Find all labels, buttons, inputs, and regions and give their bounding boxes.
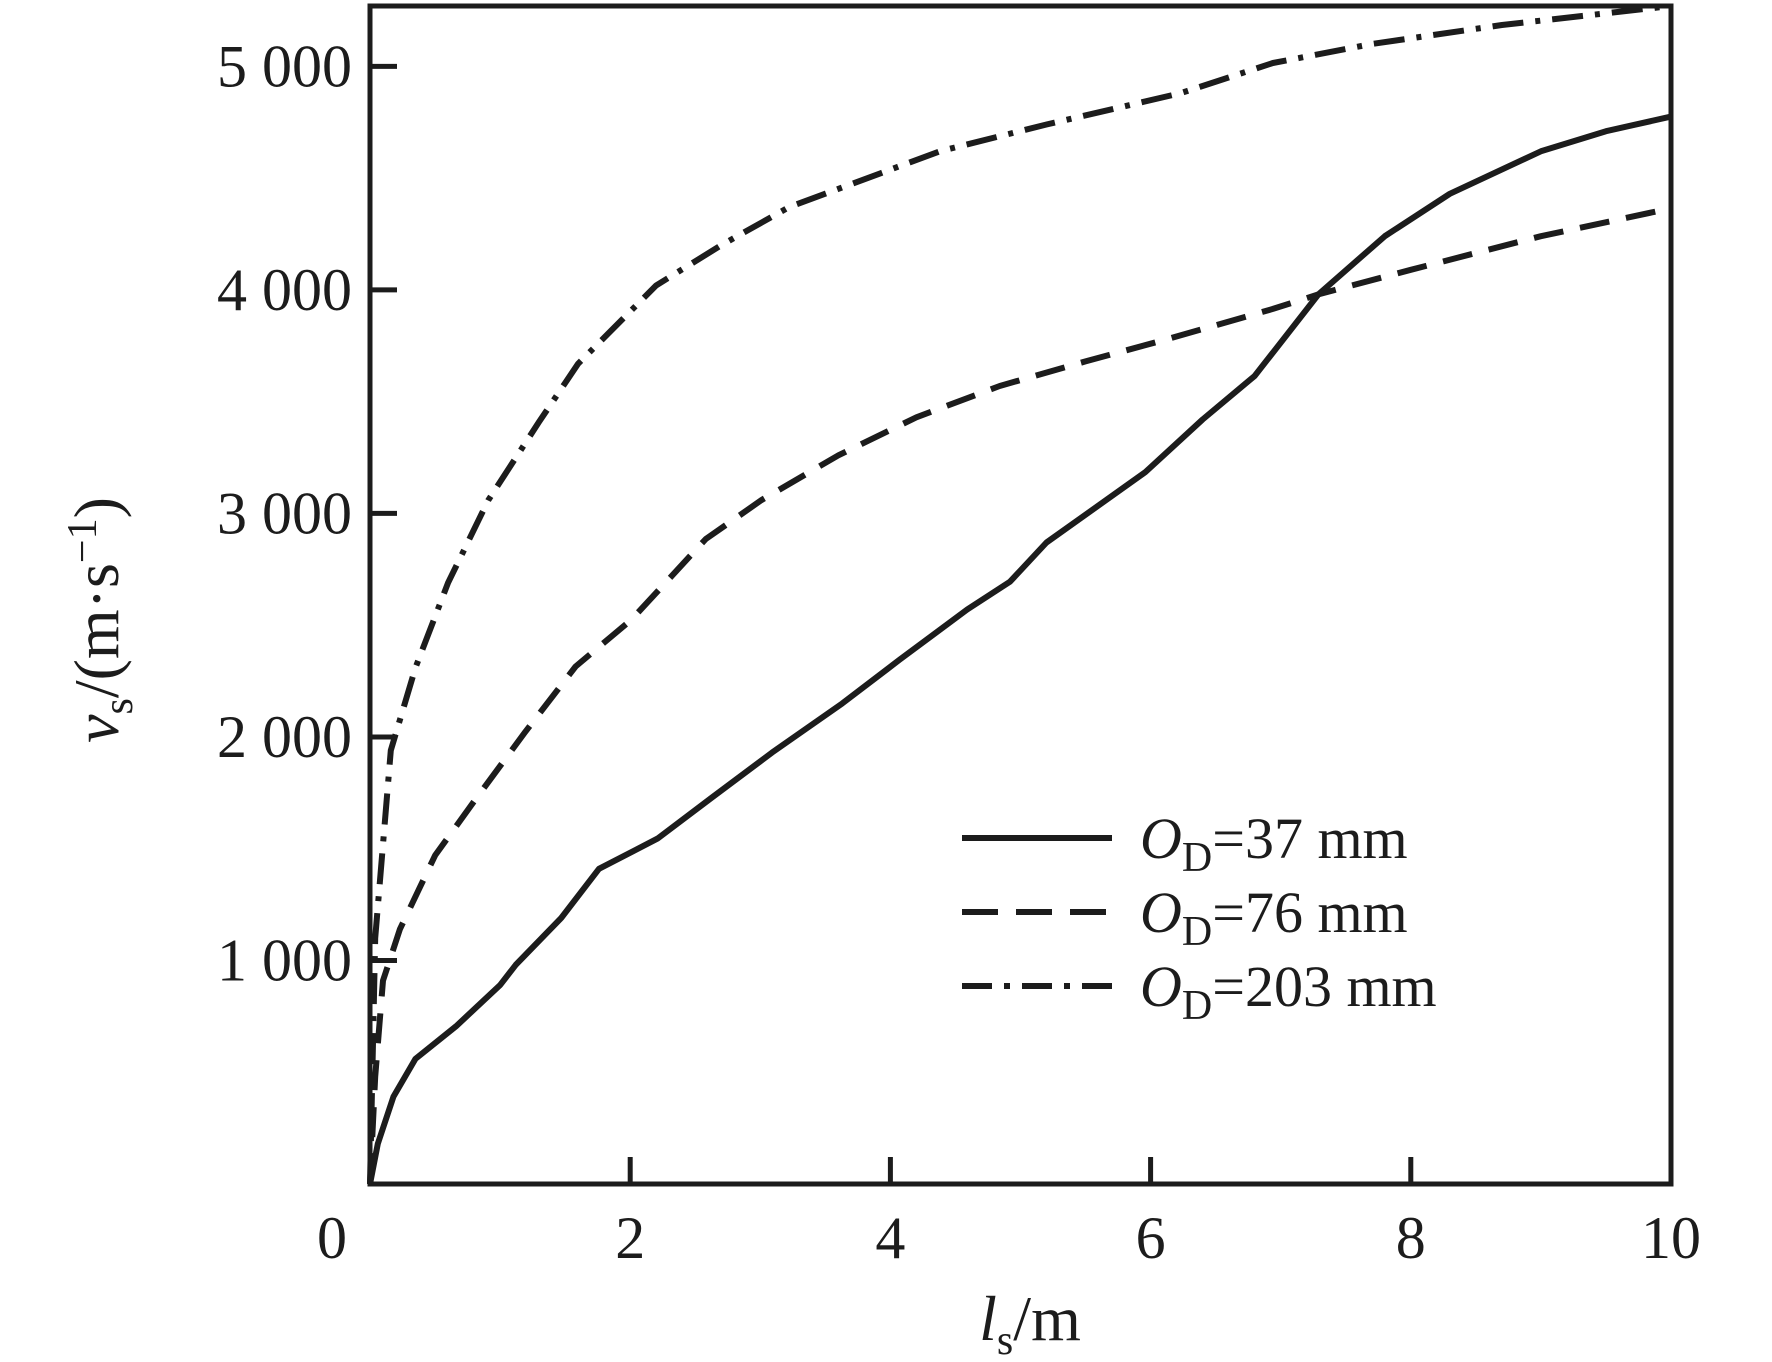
x-axis-tick-labels: 0 2 4 6 8 10	[317, 1205, 1701, 1271]
y-axis-title-close-paren: )	[61, 497, 132, 518]
x-tick-label: 0	[317, 1205, 347, 1271]
x-axis-ticks	[367, 1157, 1674, 1184]
x-tick-label: 4	[875, 1205, 905, 1271]
legend-label-od203-value: =203 mm	[1212, 954, 1436, 1019]
legend-label-od203-subscript: D	[1182, 983, 1212, 1029]
y-axis-tick-labels: 1 000 2 000 3 000 4 000 5 000	[217, 33, 352, 993]
plot-border	[367, 3, 1674, 1187]
x-axis-title-symbol: l	[979, 1283, 997, 1354]
legend-label-od37-value: =37 mm	[1212, 806, 1407, 871]
y-axis-title-subscript: s	[96, 698, 142, 714]
series-curves	[367, 3, 1672, 1185]
legend-label-od76-value: =76 mm	[1212, 880, 1407, 945]
legend-label-od76: OD=76 mm	[1140, 880, 1408, 955]
y-axis-title-symbol: v	[61, 714, 132, 743]
x-tick-label: 8	[1396, 1205, 1426, 1271]
series-line-od203	[367, 3, 1672, 1185]
y-tick-label: 3 000	[217, 480, 352, 546]
y-tick-label: 4 000	[217, 257, 352, 323]
legend-item-od203: OD=203 mm	[962, 954, 1437, 1029]
legend-label-od37-symbol: O	[1140, 806, 1182, 871]
x-axis-title: ls/m	[979, 1283, 1081, 1362]
legend-label-od37-subscript: D	[1182, 835, 1212, 881]
legend-label-od76-symbol: O	[1140, 880, 1182, 945]
legend-item-od37: OD=37 mm	[962, 806, 1408, 881]
x-tick-label: 6	[1136, 1205, 1166, 1271]
y-tick-label: 2 000	[217, 704, 352, 770]
x-tick-label: 2	[615, 1205, 645, 1271]
x-axis-title-rest: /m	[1013, 1283, 1081, 1354]
y-axis-title-unit: /(m·s	[61, 563, 132, 698]
legend-label-od203: OD=203 mm	[1140, 954, 1437, 1029]
x-axis-title-subscript: s	[997, 1318, 1013, 1362]
legend-label-od76-subscript: D	[1182, 909, 1212, 955]
legend-label-od37: OD=37 mm	[1140, 806, 1408, 881]
legend-item-od76: OD=76 mm	[962, 880, 1408, 955]
y-axis-ticks	[370, 63, 397, 963]
x-tick-label: 10	[1641, 1205, 1701, 1271]
series-line-od76	[367, 205, 1672, 1185]
y-axis-title: vs/(m·s−1)	[60, 497, 142, 743]
y-axis-title-superscript: −1	[60, 518, 106, 563]
series-line-od37	[367, 113, 1672, 1185]
y-tick-label: 5 000	[217, 33, 352, 99]
legend: OD=37 mm OD=76 mm OD=203 mm	[962, 806, 1437, 1029]
y-tick-label: 1 000	[217, 927, 352, 993]
legend-label-od203-symbol: O	[1140, 954, 1182, 1019]
